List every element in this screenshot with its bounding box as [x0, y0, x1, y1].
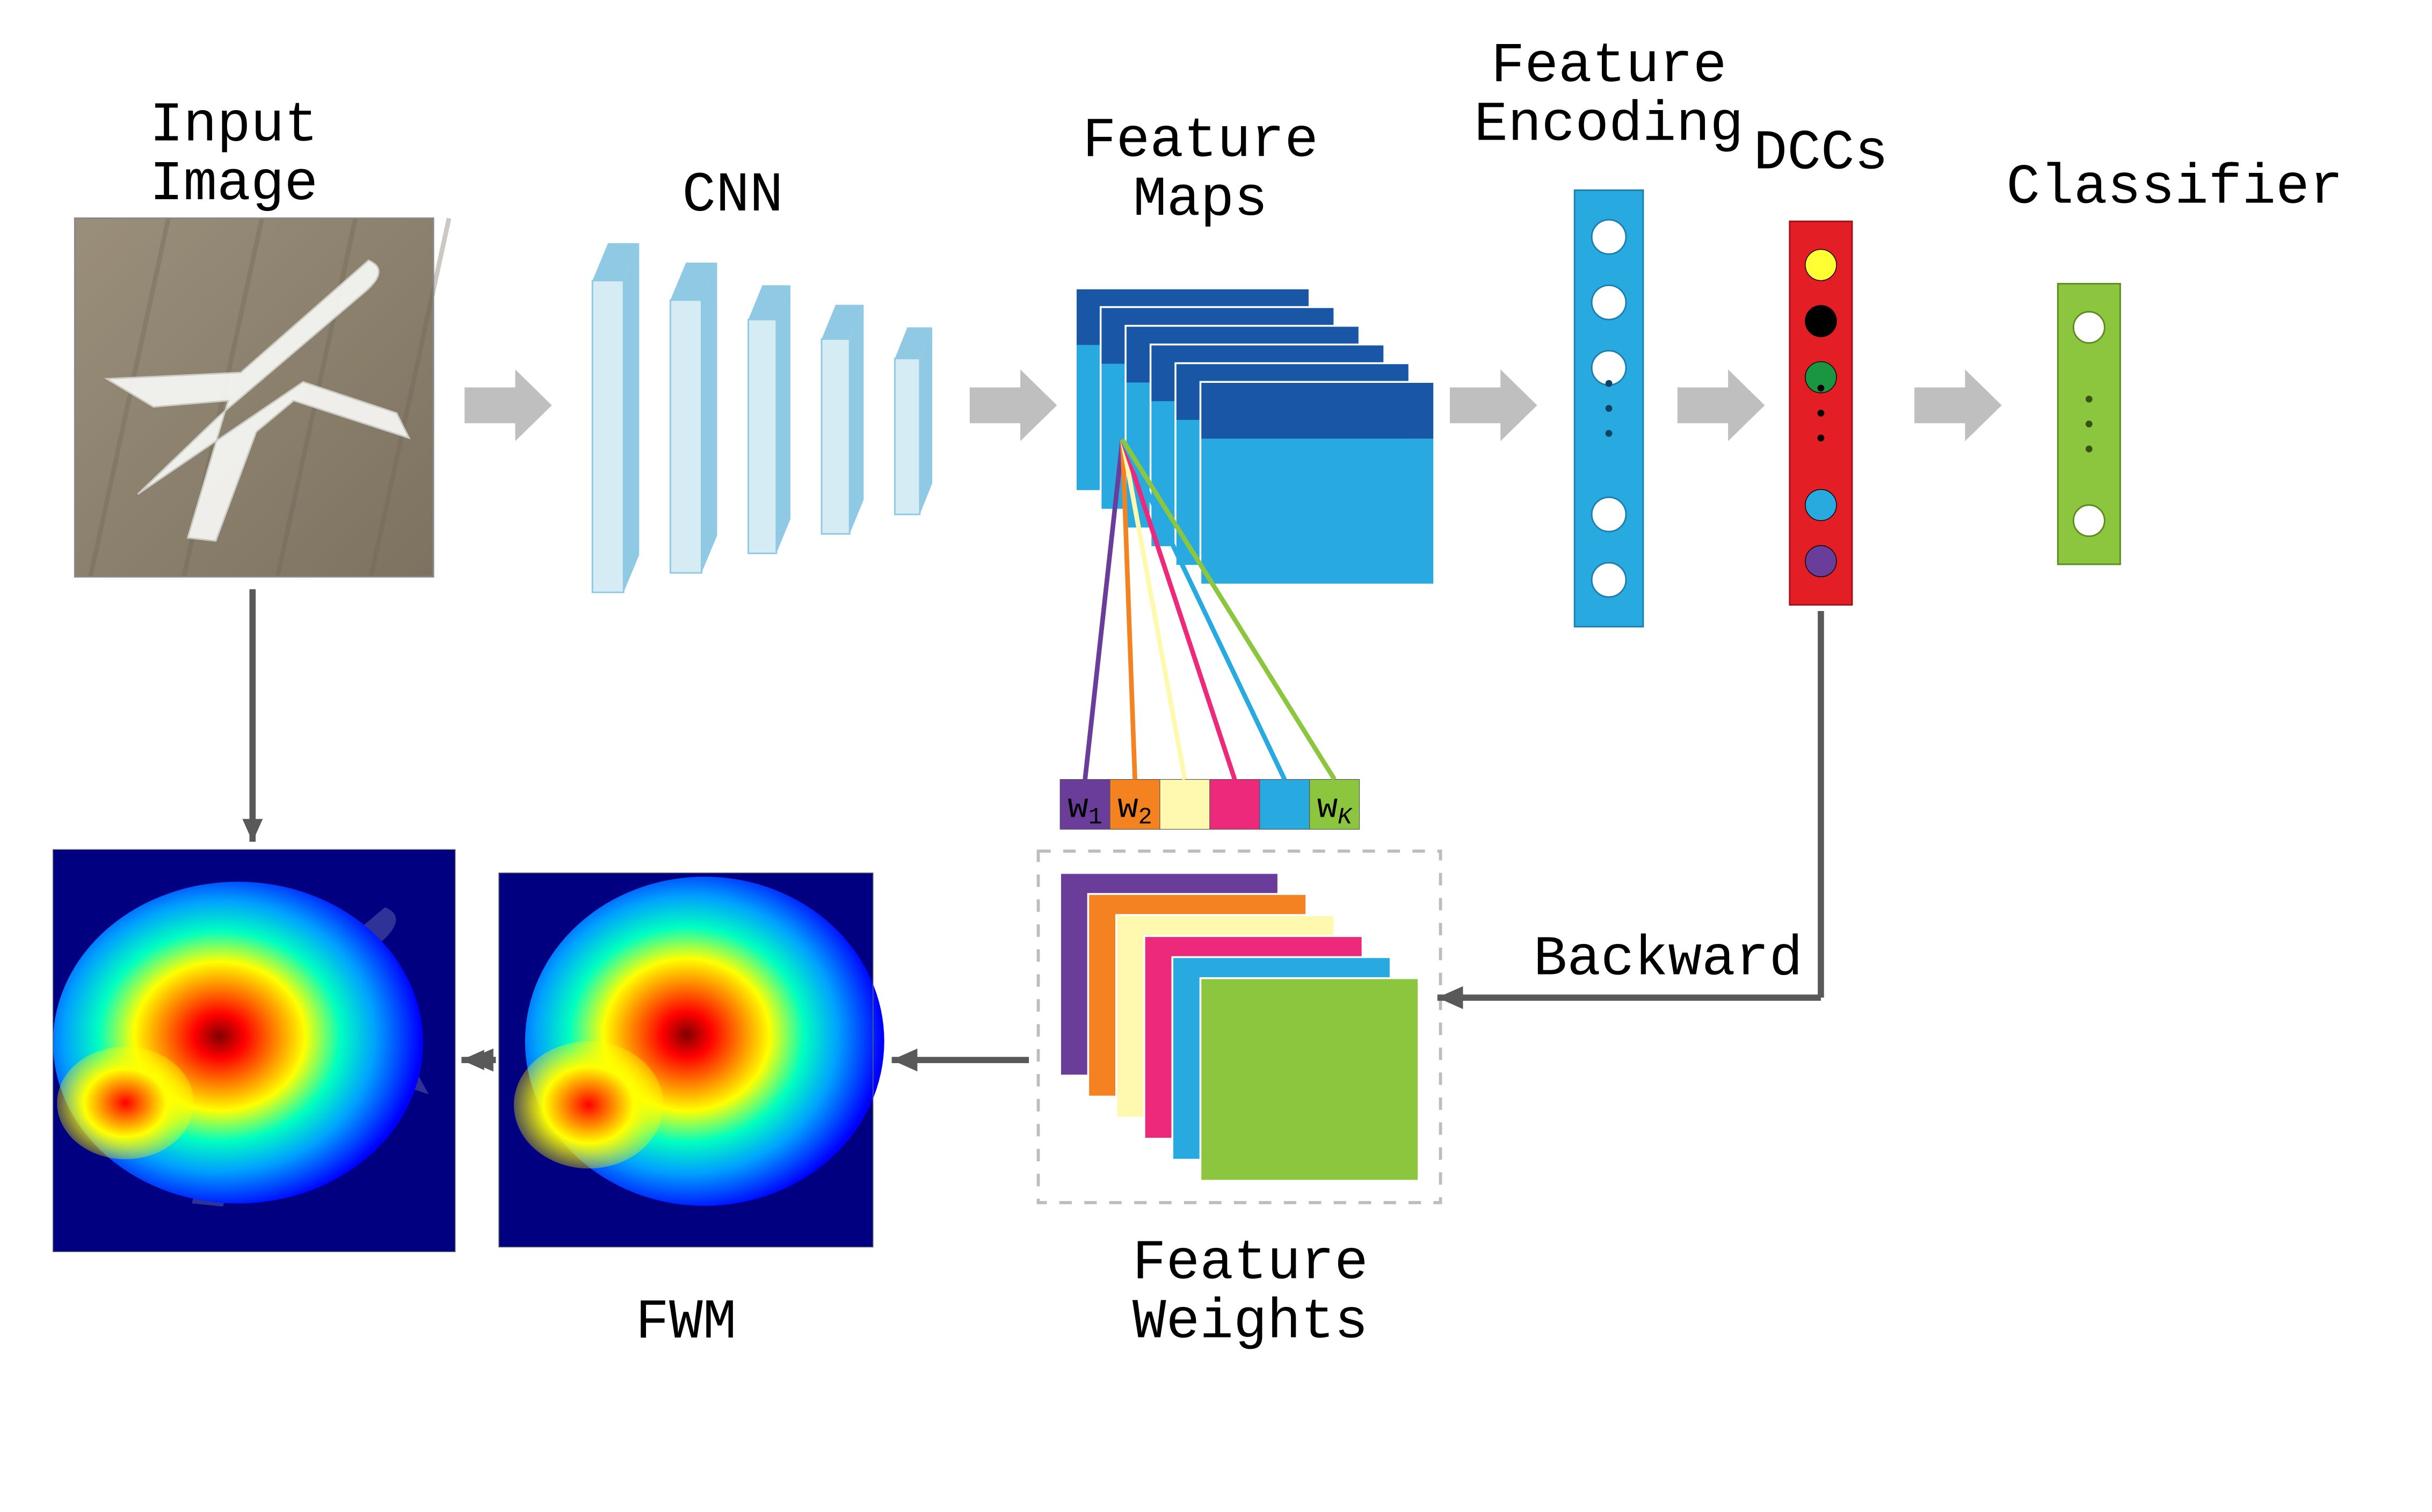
arrow-cnn-to-fmaps: [970, 369, 1057, 441]
feature-encoding: [1574, 190, 1643, 627]
fwm: [499, 873, 884, 1247]
feature-weights-label: FeatureWeights: [1132, 1232, 1368, 1355]
backward-label: Backward: [1534, 928, 1803, 991]
feature-encoding-label: FeatureEncoding: [1474, 35, 1744, 157]
dccs: [1790, 221, 1852, 605]
arrow-weights-to-fwm: [892, 1049, 1029, 1072]
fwm-label: FWM: [635, 1291, 736, 1355]
w-bar: w1w2wK: [1060, 780, 1359, 831]
arrow-input-to-cnn: [464, 369, 552, 441]
feature-maps: [1076, 288, 1434, 585]
input-image: [75, 218, 449, 577]
overlay-heatmap: [53, 849, 455, 1252]
arrow-input-to-overlay: [242, 589, 263, 841]
dccs-label: DCCs: [1754, 122, 1889, 186]
arrow-dccs-to-cls: [1914, 369, 2002, 441]
classifier-label: Classifier: [2006, 156, 2343, 220]
cnn-label: CNN: [682, 164, 783, 228]
arrow-fmaps-to-enc: [1450, 369, 1537, 441]
input-image-label: InputImage: [150, 94, 318, 216]
cnn-stack: [592, 243, 932, 592]
feature-maps-label: FeatureMaps: [1083, 110, 1318, 232]
classifier: [2058, 284, 2120, 564]
arrow-enc-to-dccs: [1678, 369, 1765, 441]
feature-weights: [1060, 873, 1419, 1181]
